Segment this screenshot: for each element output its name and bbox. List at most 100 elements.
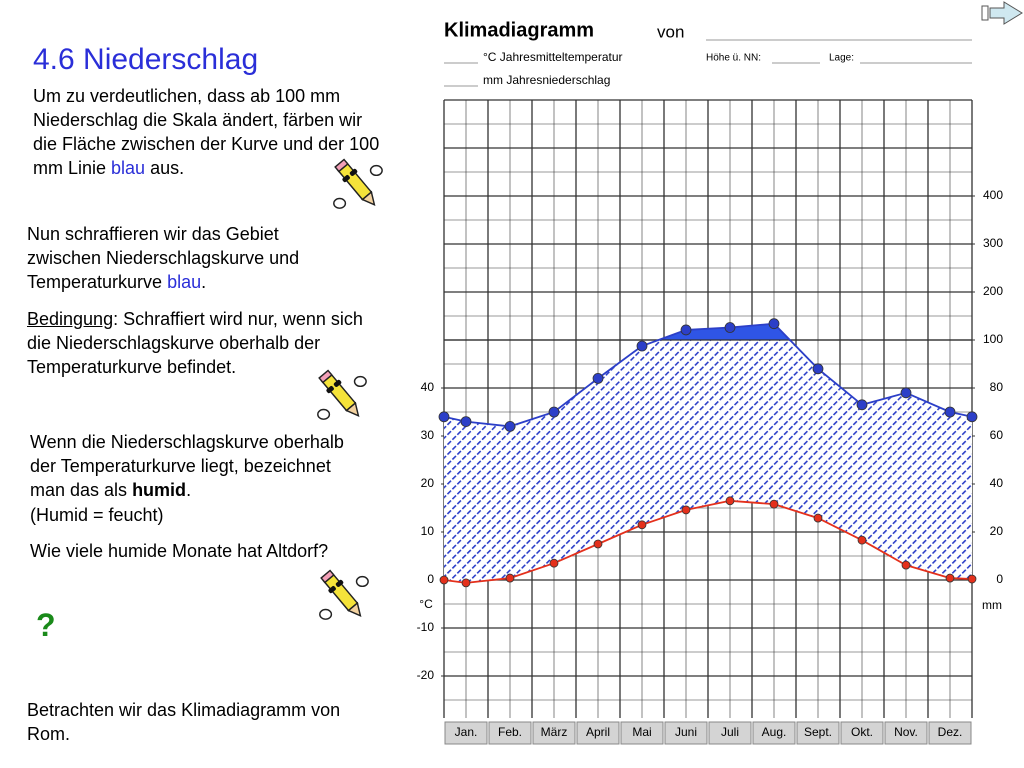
paragraph: Wenn die Niederschlagskurve oberhalb der… [30, 430, 350, 502]
point [813, 513, 823, 523]
pencil-icon [316, 367, 367, 423]
point [636, 340, 648, 352]
text: : Schraffiert wird nur, wenn sich die Ni… [27, 309, 363, 377]
month-cell [796, 721, 840, 745]
month-cell [752, 721, 796, 745]
y-axis-label: °C [419, 597, 433, 611]
temp-caption: °C Jahresmitteltemperatur [483, 50, 623, 64]
point [592, 372, 604, 384]
y-tick-label: 40 [421, 380, 435, 394]
text: aus. [145, 158, 185, 178]
chart-title: Klimadiagramm [444, 19, 594, 41]
y-tick-label: -10 [417, 620, 435, 634]
next-button[interactable] [981, 1, 1023, 25]
x-tick-label: Nov. [894, 725, 918, 739]
altitude-label: Höhe ü. NN: [706, 53, 761, 64]
point [461, 578, 471, 588]
pencil-icon [318, 567, 369, 623]
point [680, 324, 692, 336]
x-tick-label: Okt. [851, 725, 873, 739]
month-cell [488, 721, 532, 745]
point [637, 520, 647, 530]
y-tick-label: -20 [417, 668, 435, 682]
month-cell [928, 721, 972, 745]
series-line [443, 322, 973, 428]
y-tick-label: 20 [421, 476, 435, 490]
month-cell [664, 721, 708, 745]
chart-title-suffix: von [657, 22, 684, 41]
point [548, 406, 560, 418]
point [901, 560, 911, 570]
y2-tick-label: 60 [990, 428, 1004, 442]
pencil-icon [332, 156, 383, 212]
paragraph: Wie viele humide Monate hat Altdorf? [30, 541, 329, 561]
paragraph: Betrachten wir das Klimadiagramm von Rom… [27, 700, 341, 744]
x-tick-label: Feb. [498, 725, 522, 739]
point [438, 411, 450, 423]
point [725, 496, 735, 506]
point [768, 318, 780, 330]
x-tick-label: Juli [721, 725, 739, 739]
y-tick-label: 0 [427, 572, 434, 586]
point [504, 420, 516, 432]
y2-tick-label: 300 [983, 236, 1003, 250]
point [593, 539, 603, 549]
month-cell [884, 721, 928, 745]
month-cell [840, 721, 884, 745]
point [900, 387, 912, 399]
point [812, 363, 824, 375]
text: . [186, 480, 192, 500]
text: blau [167, 272, 202, 292]
x-tick-label: Dez. [938, 725, 963, 739]
x-tick-label: Juni [675, 725, 697, 739]
paragraph: Bedingung: Schraffiert wird nur, wenn si… [27, 307, 367, 379]
paragraph: Nun schraffieren wir das Gebiet zwischen… [27, 222, 347, 294]
text: blau [111, 158, 146, 178]
precip-caption: mm Jahresniederschlag [483, 73, 610, 87]
x-tick-label: Aug. [762, 725, 787, 739]
point [857, 535, 867, 545]
month-cell [576, 721, 620, 745]
point [681, 505, 691, 515]
x-tick-label: April [586, 725, 610, 739]
text: . [201, 272, 207, 292]
x-tick-label: Sept. [804, 725, 832, 739]
series-line [443, 499, 973, 584]
question-mark: ? [36, 607, 56, 643]
month-cell [444, 721, 488, 745]
point [439, 575, 449, 585]
y2-tick-label: 40 [990, 476, 1004, 490]
y2-tick-label: 100 [983, 332, 1003, 346]
point [505, 573, 515, 583]
text: Bedingung [27, 309, 114, 329]
y2-axis-label: mm [982, 598, 1002, 612]
y2-tick-label: 400 [983, 188, 1003, 202]
text: Nun schraffieren wir das Gebiet zwischen… [27, 224, 300, 292]
y-tick-label: 30 [421, 428, 435, 442]
point [724, 322, 736, 333]
y2-tick-label: 200 [983, 284, 1003, 298]
month-cell [620, 721, 664, 745]
humid-area [444, 340, 972, 583]
month-cell [708, 721, 752, 745]
text: humid [132, 480, 187, 500]
point [769, 499, 779, 509]
point [549, 558, 559, 568]
text: Um zu verdeutlichen, dass ab 100 mm Nied… [33, 86, 380, 178]
point [966, 411, 978, 423]
location-label: Lage: [829, 53, 854, 64]
excess-area [444, 323, 972, 340]
chart-header: Klimadiagramm von °C Jahresmitteltempera… [419, 19, 1002, 612]
x-tick-label: Mai [632, 725, 651, 739]
point [945, 573, 955, 583]
y2-tick-label: 20 [990, 524, 1004, 538]
paragraph: (Humid = feucht) [30, 505, 164, 525]
y-tick-label: 10 [421, 524, 435, 538]
y2-tick-label: 80 [990, 380, 1004, 394]
point [967, 574, 977, 584]
x-tick-label: Jan. [455, 725, 478, 739]
point [944, 406, 956, 418]
month-cell [532, 721, 576, 745]
